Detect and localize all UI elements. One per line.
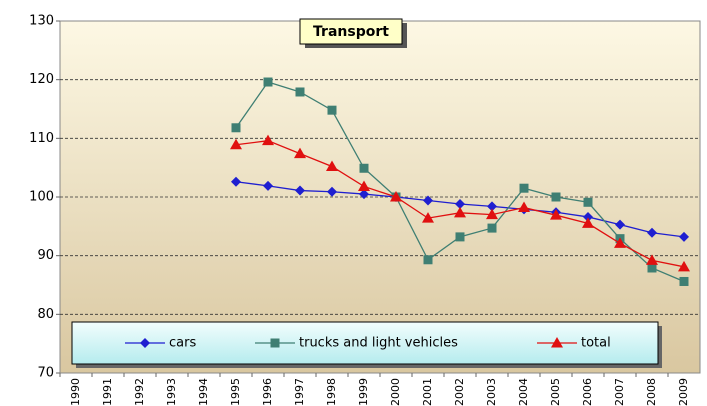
x-tick-label: 2005 bbox=[549, 378, 562, 406]
marker bbox=[615, 219, 625, 230]
marker bbox=[231, 176, 241, 187]
marker bbox=[263, 77, 273, 87]
marker bbox=[679, 231, 689, 242]
marker bbox=[270, 338, 280, 348]
marker bbox=[647, 263, 657, 273]
marker bbox=[582, 217, 594, 228]
x-tick-label: 2006 bbox=[581, 378, 594, 406]
x-tick-label: 2003 bbox=[485, 378, 498, 406]
marker bbox=[140, 338, 150, 348]
y-tick-label: 120 bbox=[29, 72, 54, 87]
x-tick-label: 1991 bbox=[101, 378, 114, 406]
marker bbox=[487, 201, 497, 212]
marker bbox=[646, 254, 658, 265]
marker bbox=[295, 185, 305, 196]
marker bbox=[263, 180, 273, 191]
chart-title: Transport bbox=[313, 24, 389, 40]
x-tick-label: 1992 bbox=[133, 378, 146, 406]
x-tick-label: 1999 bbox=[357, 378, 370, 406]
x-tick-label: 2000 bbox=[389, 378, 402, 406]
title-box bbox=[299, 18, 403, 45]
marker bbox=[230, 138, 242, 150]
y-tick-label: 110 bbox=[29, 131, 54, 146]
x-tick-label: 2008 bbox=[645, 378, 658, 406]
marker bbox=[518, 201, 530, 213]
marker bbox=[679, 276, 689, 286]
marker bbox=[647, 227, 657, 238]
marker bbox=[487, 223, 497, 233]
legend-label: cars bbox=[169, 336, 196, 351]
marker bbox=[294, 147, 306, 159]
y-tick-label: 70 bbox=[37, 366, 54, 381]
marker bbox=[583, 211, 593, 222]
legend-label: total bbox=[581, 336, 611, 351]
marker bbox=[678, 260, 690, 272]
marker bbox=[358, 180, 370, 191]
marker bbox=[455, 199, 465, 210]
marker bbox=[390, 191, 402, 202]
marker bbox=[359, 163, 369, 173]
marker bbox=[519, 183, 529, 193]
x-tick-label: 1998 bbox=[325, 378, 338, 406]
x-tick-label: 2002 bbox=[453, 378, 466, 406]
x-tick-label: 2007 bbox=[613, 378, 626, 406]
x-tick-label: 2001 bbox=[421, 378, 434, 406]
x-tick-label: 1993 bbox=[165, 378, 178, 406]
marker bbox=[551, 192, 561, 202]
marker bbox=[359, 189, 369, 200]
marker bbox=[327, 105, 337, 115]
legend-label: trucks and light vehicles bbox=[299, 336, 458, 351]
marker bbox=[454, 206, 466, 218]
x-tick-label: 2009 bbox=[677, 378, 690, 406]
marker bbox=[423, 195, 433, 206]
marker bbox=[422, 212, 434, 223]
marker bbox=[262, 134, 274, 146]
x-tick-label: 1996 bbox=[261, 378, 274, 406]
y-tick-label: 100 bbox=[29, 190, 54, 205]
y-tick-label: 80 bbox=[37, 307, 54, 322]
marker bbox=[614, 237, 626, 248]
marker bbox=[423, 255, 433, 265]
marker bbox=[486, 208, 498, 220]
x-tick-label: 2004 bbox=[517, 378, 530, 406]
x-tick-label: 1990 bbox=[69, 378, 82, 406]
y-tick-label: 130 bbox=[29, 14, 54, 29]
marker bbox=[583, 197, 593, 207]
marker bbox=[295, 87, 305, 97]
marker bbox=[327, 186, 337, 197]
x-tick-label: 1995 bbox=[229, 378, 242, 406]
marker bbox=[455, 232, 465, 242]
marker bbox=[231, 123, 241, 133]
y-tick-label: 90 bbox=[37, 248, 54, 263]
legend: cars trucks and light vehicles total bbox=[71, 321, 662, 368]
marker bbox=[551, 337, 563, 348]
x-tick-label: 1997 bbox=[293, 378, 306, 406]
x-tick-label: 1994 bbox=[197, 378, 210, 406]
marker bbox=[326, 160, 338, 171]
marker bbox=[550, 209, 562, 220]
